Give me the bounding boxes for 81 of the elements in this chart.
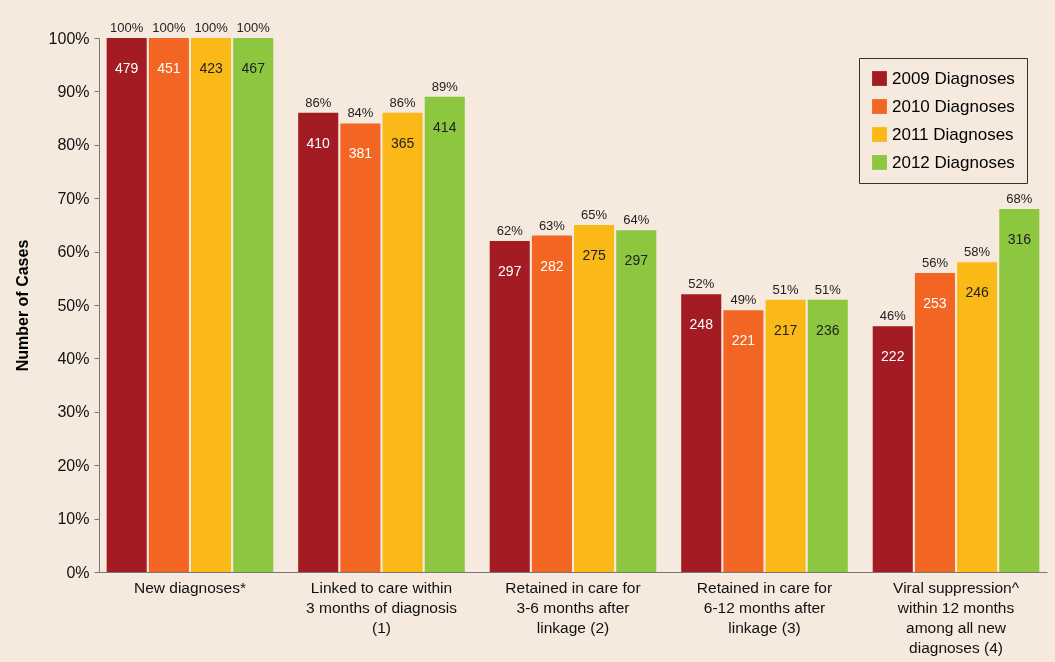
bar — [191, 38, 232, 572]
bar — [999, 208, 1040, 572]
data-label: 89% — [431, 78, 459, 94]
legend-label: 2012 Diagnoses — [892, 152, 1015, 172]
x-tick-label: Linked to care within 3 months of diagnosis (1) — [306, 578, 458, 636]
bar — [574, 224, 615, 572]
annotation: 297 — [498, 262, 522, 279]
x-tick-label: New diagnoses* — [133, 578, 246, 596]
annotation: 246 — [965, 284, 990, 301]
data-label: 58% — [964, 244, 991, 260]
bar — [106, 38, 147, 572]
legend-label: 2011 Diagnoses — [892, 124, 1014, 144]
y-tick-label: 20% — [57, 456, 90, 474]
annotation: 236 — [816, 321, 840, 338]
annotation: 365 — [390, 134, 415, 151]
bar — [489, 240, 530, 572]
data-label: 49% — [730, 292, 757, 308]
data-label: 100% — [236, 20, 271, 35]
y-tick-label: 100% — [48, 29, 90, 47]
data-label: 84% — [347, 105, 374, 121]
bar — [424, 96, 465, 572]
data-label: 86% — [305, 94, 332, 110]
data-label: 51% — [772, 281, 800, 297]
annotation: 423 — [199, 60, 223, 76]
y-axis-title: Number of Cases — [13, 239, 31, 372]
bar — [340, 123, 381, 572]
annotation: 275 — [582, 246, 606, 263]
bar — [531, 235, 572, 572]
legend-label: 2009 Diagnoses — [892, 68, 1015, 88]
y-tick-label: 50% — [57, 296, 90, 314]
x-tick-label: Retained in care for 3-6 months after linkage (2) — [505, 578, 641, 636]
y-tick-label: 70% — [57, 189, 90, 207]
bar — [723, 310, 764, 572]
bar — [148, 38, 189, 572]
bar — [616, 230, 657, 572]
y-tick-label: 0% — [66, 563, 90, 581]
annotation: 479 — [115, 60, 139, 76]
x-tick-label: Retained in care for 6-12 months after linkage (3) — [696, 578, 833, 636]
annotation: 316 — [1007, 230, 1032, 247]
annotation: 297 — [624, 252, 649, 269]
annotation: 222 — [881, 348, 905, 365]
data-label: 52% — [688, 276, 715, 292]
bar — [298, 112, 339, 572]
data-label: 62% — [496, 222, 524, 238]
bar — [681, 294, 722, 572]
annotation: 381 — [348, 145, 373, 162]
annotation: 248 — [689, 316, 714, 333]
x-tick-label: Viral suppression^ within 12 months among all new diagnoses (4) — [893, 578, 1020, 656]
y-tick-label: 80% — [57, 136, 90, 154]
data-label: 100% — [152, 20, 186, 35]
annotation: 410 — [306, 134, 331, 151]
data-label: 100% — [110, 20, 144, 35]
annotation: 221 — [731, 332, 756, 349]
bar — [872, 326, 913, 572]
annotation: 253 — [923, 294, 947, 311]
annotation: 414 — [433, 118, 457, 135]
annotation: 467 — [241, 60, 266, 76]
data-label: 68% — [1006, 190, 1033, 206]
data-label: 56% — [921, 254, 949, 270]
bar — [765, 299, 806, 572]
annotation: 451 — [157, 60, 181, 76]
y-tick-label: 40% — [57, 349, 90, 367]
data-label: 64% — [623, 212, 650, 228]
data-label: 65% — [581, 206, 608, 222]
data-label: 46% — [879, 308, 907, 324]
data-label: 86% — [389, 94, 417, 110]
y-tick-label: 90% — [57, 82, 90, 100]
data-label: 51% — [814, 281, 842, 297]
y-tick-label: 10% — [57, 510, 90, 528]
bar — [382, 112, 423, 572]
annotation: 217 — [773, 321, 798, 338]
bar — [914, 272, 955, 572]
y-tick-label: 60% — [57, 243, 90, 261]
y-tick-label: 30% — [57, 403, 90, 421]
bar — [233, 38, 274, 572]
bar — [807, 299, 848, 572]
annotation: 282 — [540, 257, 564, 274]
data-label: 63% — [538, 217, 566, 233]
data-label: 100% — [194, 20, 229, 35]
legend-label: 2010 Diagnoses — [892, 96, 1015, 116]
bar — [957, 262, 998, 572]
